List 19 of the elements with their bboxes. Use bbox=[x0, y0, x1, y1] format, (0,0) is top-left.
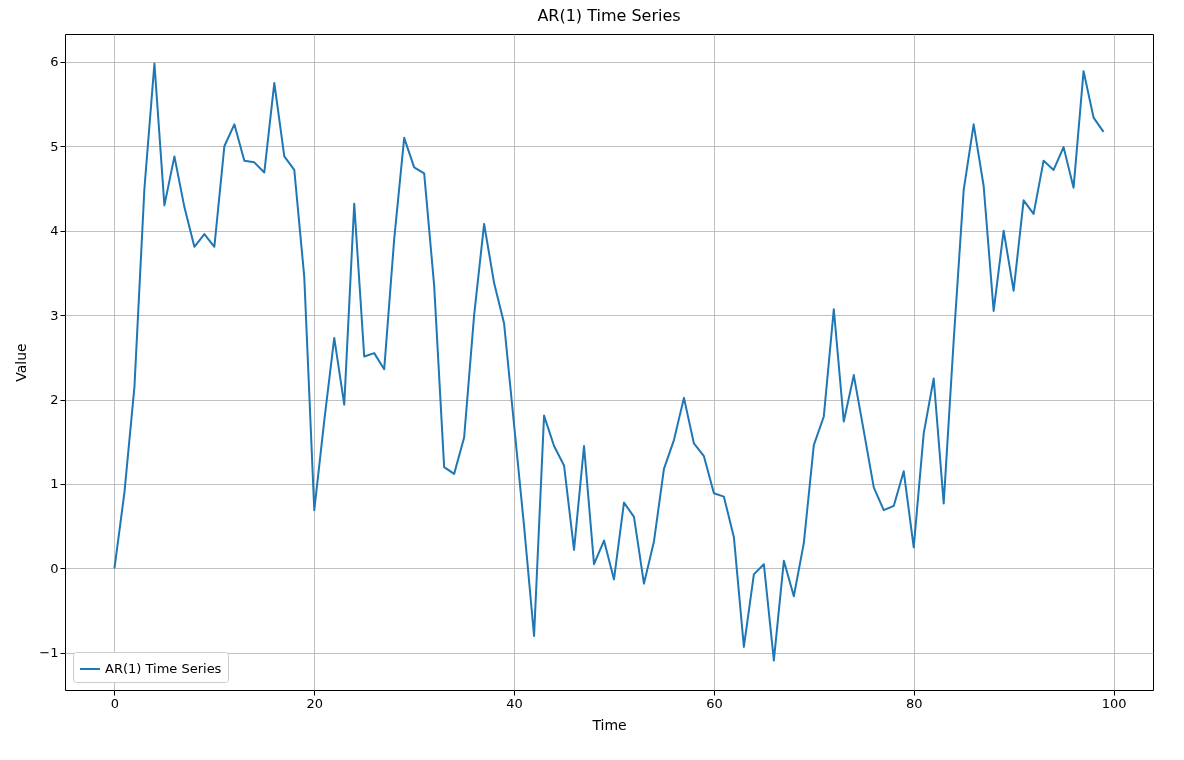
y-tick-label: 5 bbox=[50, 138, 59, 154]
x-axis-title: Time bbox=[591, 716, 627, 733]
x-tick-label: 20 bbox=[306, 695, 324, 711]
x-tick-label: 100 bbox=[1101, 695, 1127, 711]
y-tick-label: 3 bbox=[50, 307, 59, 323]
x-tick-label: 60 bbox=[706, 695, 723, 711]
x-tick-label: 40 bbox=[506, 695, 523, 711]
line-series bbox=[113, 62, 1105, 662]
legend-label: AR(1) Time Series bbox=[105, 661, 222, 676]
y-tick-label: −1 bbox=[39, 645, 59, 661]
y-tick-label: 0 bbox=[50, 560, 59, 576]
x-tick-label: 0 bbox=[110, 695, 120, 711]
y-tick-label: 4 bbox=[50, 223, 59, 239]
y-tick-label: 6 bbox=[50, 54, 59, 70]
y-tick-label: 1 bbox=[50, 476, 59, 492]
y-axis-title: Value bbox=[13, 343, 30, 382]
chart-title: AR(1) Time Series bbox=[537, 6, 681, 25]
y-tick-label: 2 bbox=[50, 392, 59, 408]
x-tick-label: 80 bbox=[905, 695, 923, 711]
